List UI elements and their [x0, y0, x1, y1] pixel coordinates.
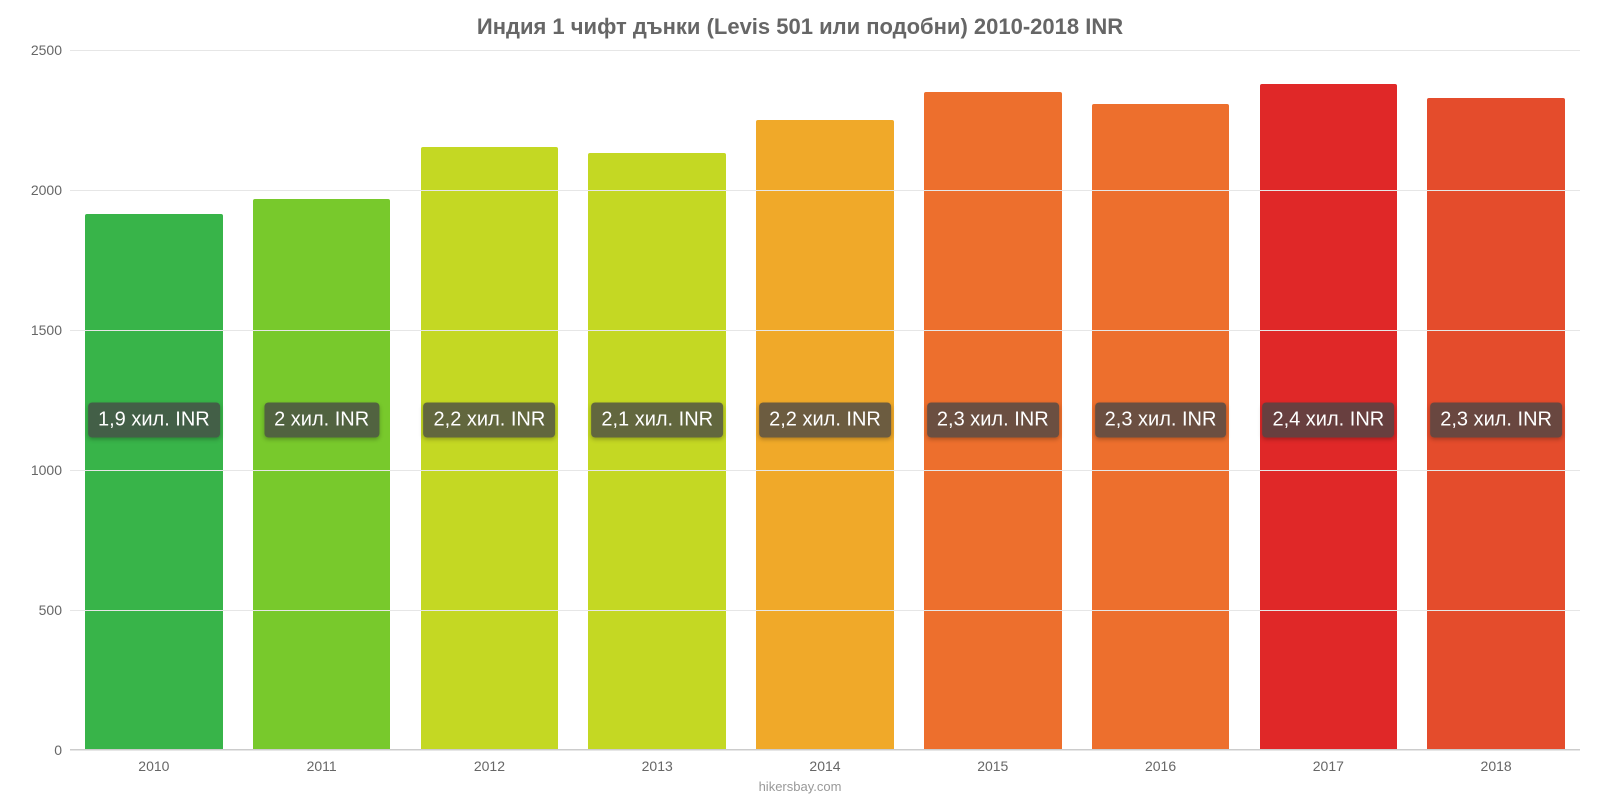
bar-slot	[1077, 50, 1245, 750]
y-tick-label: 2000	[31, 182, 70, 198]
x-tick-label: 2010	[138, 750, 169, 774]
bar-slot	[741, 50, 909, 750]
x-tick-label: 2017	[1313, 750, 1344, 774]
bar	[588, 153, 726, 749]
bar-data-label: 1,9 хил. INR	[88, 402, 220, 437]
bar-data-label: 2,3 хил. INR	[1095, 402, 1227, 437]
y-tick-label: 500	[39, 602, 70, 618]
y-tick-label: 2500	[31, 42, 70, 58]
bar-data-label: 2,2 хил. INR	[759, 402, 891, 437]
bar-slot	[70, 50, 238, 750]
gridline	[70, 470, 1580, 471]
plot-area: 0500100015002000250020101,9 хил. INR2011…	[70, 50, 1580, 750]
bar-slot	[1244, 50, 1412, 750]
bar-data-label: 2,2 хил. INR	[424, 402, 556, 437]
x-tick-label: 2016	[1145, 750, 1176, 774]
x-tick-label: 2013	[642, 750, 673, 774]
chart-container: Индия 1 чифт дънки (Levis 501 или подобн…	[0, 0, 1600, 800]
x-tick-label: 2014	[809, 750, 840, 774]
footer-attribution: hikersbay.com	[0, 779, 1600, 794]
bars-row	[70, 50, 1580, 750]
gridline	[70, 50, 1580, 51]
gridline	[70, 330, 1580, 331]
bar-slot	[1412, 50, 1580, 750]
bar-data-label: 2,4 хил. INR	[1262, 402, 1394, 437]
bar-slot	[406, 50, 574, 750]
bar-slot	[573, 50, 741, 750]
bar	[85, 214, 223, 749]
x-tick-label: 2018	[1481, 750, 1512, 774]
bar-data-label: 2,1 хил. INR	[591, 402, 723, 437]
y-tick-label: 0	[54, 742, 70, 758]
chart-title: Индия 1 чифт дънки (Levis 501 или подобн…	[0, 0, 1600, 40]
x-tick-label: 2015	[977, 750, 1008, 774]
y-tick-label: 1000	[31, 462, 70, 478]
bar-slot	[909, 50, 1077, 750]
x-tick-label: 2012	[474, 750, 505, 774]
bar-data-label: 2 хил. INR	[264, 402, 379, 437]
x-tick-label: 2011	[307, 750, 337, 774]
bar	[253, 199, 391, 749]
y-tick-label: 1500	[31, 322, 70, 338]
gridline	[70, 190, 1580, 191]
bar-slot	[238, 50, 406, 750]
bar	[421, 147, 559, 749]
gridline	[70, 610, 1580, 611]
bar-data-label: 2,3 хил. INR	[927, 402, 1059, 437]
bar-data-label: 2,3 хил. INR	[1430, 402, 1562, 437]
